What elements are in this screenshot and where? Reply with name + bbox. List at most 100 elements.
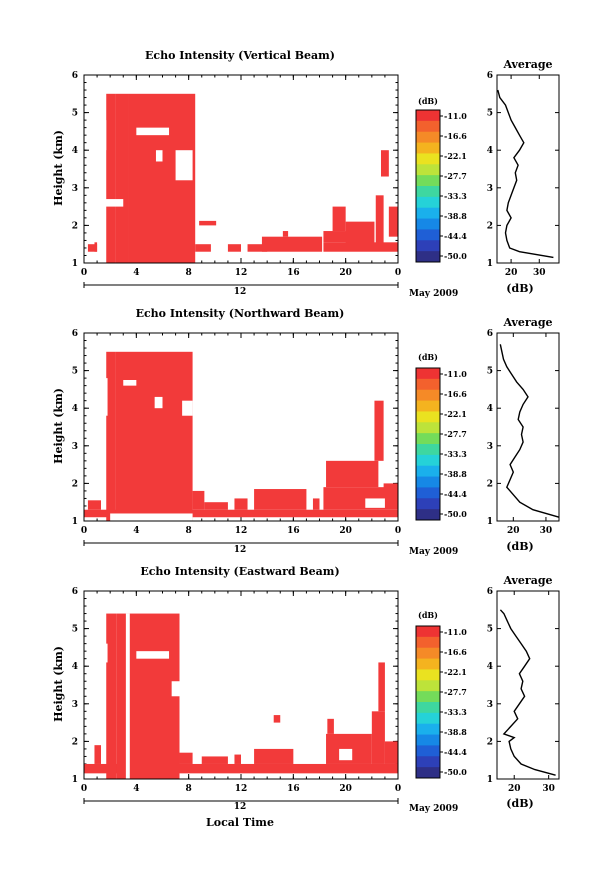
y-tick-label: 2 bbox=[72, 221, 78, 231]
panel-3-date-label: May 2009 bbox=[409, 804, 458, 814]
colorbar-swatch bbox=[416, 120, 440, 133]
colorbar-swatch bbox=[416, 454, 440, 467]
echo-cell bbox=[94, 745, 102, 764]
panel-3-colorbar: -11.0 -16.6 -22.1 -27.7 -33.3 -38.8 -44.4 -50.0 bbox=[415, 625, 467, 779]
echo-cell bbox=[201, 756, 228, 764]
panel-1-avg-xlabel: (dB) bbox=[506, 282, 533, 295]
colorbar-swatch bbox=[416, 400, 440, 412]
plot-frame bbox=[83, 332, 399, 522]
echo-cell bbox=[87, 244, 98, 252]
avg-y-tick-label: 1 bbox=[487, 517, 493, 527]
colorbar-swatch bbox=[416, 702, 440, 714]
colorbar-frame bbox=[415, 109, 441, 263]
panel-3-avg-xlabel: (dB) bbox=[506, 797, 533, 810]
y-tick-label: 5 bbox=[72, 625, 78, 635]
panel-northward-beam: Echo Intensity (Northward Beam) Height (… bbox=[52, 307, 560, 557]
colorbar-swatch bbox=[416, 368, 440, 380]
y-tick-label: 3 bbox=[72, 184, 78, 194]
colorbar-swatch bbox=[416, 509, 440, 521]
colorbar-swatch bbox=[416, 153, 440, 165]
echo-cell bbox=[383, 483, 398, 506]
panel-2-heatmap bbox=[83, 332, 399, 522]
colorbar-swatch bbox=[416, 498, 440, 510]
panel-1-colorbar-title: (dB) bbox=[418, 96, 438, 106]
avg-y-tick-label: 3 bbox=[487, 700, 493, 710]
panel-vertical-beam: Echo Intensity (Vertical Beam) Height (k… bbox=[52, 49, 560, 299]
panel-3-avg-title: Average bbox=[502, 574, 552, 587]
y-tick-label: 2 bbox=[72, 479, 78, 489]
colorbar-swatch bbox=[416, 756, 440, 768]
colorbar-label: -38.8 bbox=[444, 211, 467, 221]
avg-x-tick-label: 20 bbox=[508, 784, 521, 794]
avg-x-tick-label: 30 bbox=[533, 268, 546, 278]
echo-cell bbox=[254, 489, 307, 510]
y-tick-label: 3 bbox=[72, 442, 78, 452]
echo-cell bbox=[327, 718, 334, 734]
y-tick-label: 6 bbox=[72, 587, 78, 597]
avg-x-tick-label: 20 bbox=[507, 526, 520, 536]
avg-y-tick-label: 4 bbox=[487, 404, 493, 414]
x-tick-label: 8 bbox=[186, 268, 192, 278]
echo-gap bbox=[171, 681, 180, 697]
avg-y-tick-label: 5 bbox=[487, 109, 493, 119]
colorbar-swatch bbox=[416, 734, 440, 746]
panel-1-colorbar: -11.0 -16.6 -22.1 -27.7 -33.3 -38.8 -44.4 -50.0 bbox=[415, 109, 467, 263]
avg-y-tick-label: 3 bbox=[487, 184, 493, 194]
echo-gap bbox=[136, 651, 170, 659]
average-frame bbox=[496, 590, 560, 780]
colorbar-label: -33.3 bbox=[444, 449, 467, 459]
echo-cell bbox=[84, 509, 398, 518]
echo-cell bbox=[378, 662, 385, 712]
echo-gap bbox=[136, 127, 170, 136]
echo-cell bbox=[345, 221, 375, 248]
echo-gap bbox=[175, 150, 193, 181]
echo-gap bbox=[102, 378, 108, 416]
panel-3-heatmap bbox=[83, 590, 399, 780]
panel-1-date-label: May 2009 bbox=[409, 289, 458, 299]
colorbar-swatch bbox=[416, 389, 440, 402]
echo-cell bbox=[384, 741, 398, 764]
x-tick-label: 0 bbox=[81, 268, 87, 278]
echo-cell bbox=[106, 351, 116, 521]
x-tick-label: 20 bbox=[339, 526, 352, 536]
colorbar-swatch bbox=[416, 411, 440, 423]
colorbar-frame bbox=[415, 625, 441, 779]
panel-1-heatmap bbox=[83, 74, 399, 264]
colorbar-swatch bbox=[416, 476, 440, 488]
colorbar-label: -11.0 bbox=[444, 627, 467, 637]
echo-cell bbox=[234, 754, 241, 764]
local-time-label: Local Time bbox=[206, 816, 274, 829]
average-frame bbox=[496, 332, 560, 522]
avg-x-tick-label: 30 bbox=[542, 784, 555, 794]
colorbar-swatch bbox=[416, 378, 440, 391]
echo-cell bbox=[380, 150, 389, 177]
panel-3-title: Echo Intensity (Eastward Beam) bbox=[140, 565, 339, 578]
colorbar-label: -22.1 bbox=[444, 667, 467, 677]
colorbar-swatch bbox=[416, 745, 440, 757]
echo-cell bbox=[254, 748, 294, 764]
x-tick-label: 4 bbox=[133, 526, 139, 536]
panel-1-title: Echo Intensity (Vertical Beam) bbox=[145, 49, 335, 62]
colorbar-swatch bbox=[416, 240, 440, 252]
colorbar-swatch bbox=[416, 465, 440, 478]
colorbar-swatch bbox=[416, 647, 440, 660]
colorbar-swatch bbox=[416, 110, 440, 122]
colorbar-label: -44.4 bbox=[444, 231, 467, 241]
x-tick-label: 0 bbox=[395, 526, 401, 536]
colorbar-label: -33.3 bbox=[444, 707, 467, 717]
avg-y-tick-label: 6 bbox=[487, 71, 493, 81]
average-profile-line bbox=[499, 344, 560, 518]
echo-cell bbox=[199, 220, 217, 226]
colorbar-label: -22.1 bbox=[444, 409, 467, 419]
x-tick-label: 16 bbox=[287, 784, 300, 794]
x-tick-label: 4 bbox=[133, 784, 139, 794]
colorbar-swatch bbox=[416, 175, 440, 187]
colorbar-label: -38.8 bbox=[444, 727, 467, 737]
panel-2-title: Echo Intensity (Northward Beam) bbox=[136, 307, 345, 320]
colorbar-label: -44.4 bbox=[444, 747, 467, 757]
x-tick-label: 20 bbox=[339, 268, 352, 278]
avg-y-tick-label: 2 bbox=[487, 479, 493, 489]
y-tick-label: 1 bbox=[72, 775, 78, 785]
colorbar-label: -50.0 bbox=[444, 767, 467, 777]
avg-y-tick-label: 5 bbox=[487, 625, 493, 635]
